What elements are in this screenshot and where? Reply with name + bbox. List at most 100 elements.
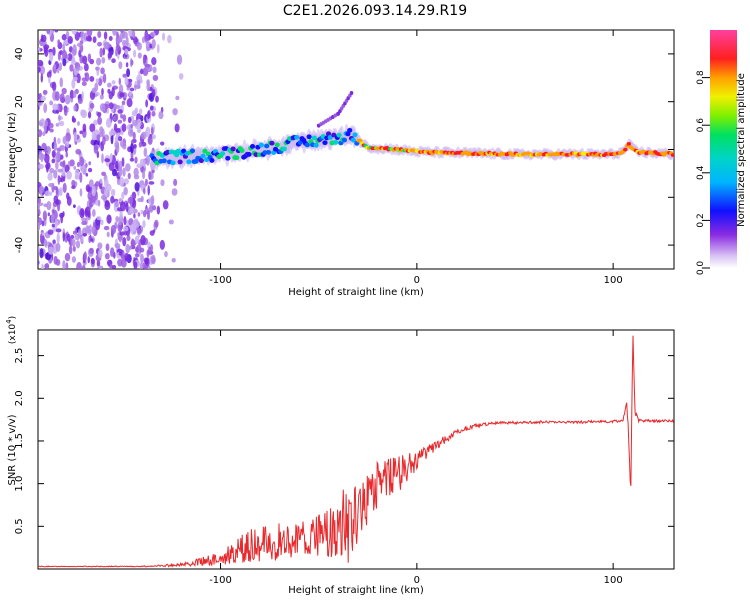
spectrogram-ridge-cell (311, 135, 317, 141)
spectrogram-cell (119, 176, 125, 187)
spectrogram-cell (99, 178, 103, 184)
spectrogram-cell (136, 127, 142, 134)
spectrogram-cell (73, 131, 78, 142)
spectrogram-cell (46, 146, 51, 152)
spectrogram-cell (71, 115, 75, 123)
snr-y-label: SNR (10 * v/v) (7, 414, 18, 485)
spectrogram-cell (59, 145, 64, 149)
spectrogram-cell (51, 150, 56, 158)
spectrogram-cell (120, 30, 124, 34)
spectrogram-cell (95, 57, 102, 66)
spectrogram-cell (46, 126, 51, 131)
spectrogram-cell (150, 254, 156, 265)
spectrogram-cell (130, 59, 134, 66)
spectrogram-cell (125, 243, 131, 254)
spectrogram-cell (97, 249, 103, 258)
spectrogram-cell (46, 30, 51, 35)
spectrogram-cell (128, 30, 132, 37)
spectrogram-cell (51, 223, 56, 228)
spectrogram-cell (139, 158, 146, 166)
spectrogram-cell (123, 226, 129, 232)
spectrogram-cell (133, 49, 137, 58)
spectrogram-cell (127, 116, 132, 124)
spectrogram-cell (92, 209, 96, 217)
spectrogram-cell (173, 178, 178, 187)
spectrogram-cell (71, 78, 76, 89)
spectrogram-ridge-cell (161, 158, 167, 164)
spectrogram-cell (39, 65, 46, 75)
spectrogram-cell (76, 42, 83, 48)
spectrogram-cell (87, 111, 92, 119)
spectrogram-ridge-cell (347, 127, 353, 133)
spectrogram-cell (38, 260, 40, 265)
spectrogram-cell (71, 57, 76, 62)
snr-y-ticks: 0.5 1.0 1.5 2.0 2.5 (14, 348, 674, 534)
spectrogram-cell (164, 251, 168, 258)
spectrogram-cell (73, 165, 77, 170)
spectrogram-cell (117, 109, 123, 114)
spectrogram-cell (144, 31, 149, 43)
spectrogram-cell (63, 107, 68, 116)
spectrogram-cell (104, 252, 110, 260)
spectrogram-branch-cell (349, 91, 354, 96)
spectrogram-cell (66, 233, 71, 242)
spectrogram-cell (136, 163, 143, 169)
y-tick-label: 1.5 (14, 433, 25, 449)
spectrogram-cell (101, 171, 107, 176)
spectrogram-cell (103, 225, 110, 231)
spectrogram-cell (81, 109, 88, 119)
spectrogram-cell (156, 205, 161, 215)
spectrogram-cell (124, 76, 129, 86)
spectrogram-cell (136, 118, 142, 128)
spectrogram-cell (74, 31, 80, 41)
spectrogram-cell (114, 200, 119, 208)
spectrogram-cell (91, 226, 95, 235)
spectrogram-cell (41, 220, 45, 227)
spectrogram-ridge-cell (225, 155, 231, 161)
spectrogram-cell (38, 222, 41, 231)
spectrogram-cell (49, 123, 54, 129)
spectrogram-cell (39, 248, 44, 259)
spectrogram-ridge-cell (200, 153, 206, 159)
spectrogram-cell (90, 257, 95, 265)
spectrogram-cell (148, 170, 152, 181)
spectrogram-cell (77, 121, 80, 126)
spectrogram-cell (115, 143, 120, 154)
spectrogram-cell (49, 167, 55, 174)
spectrogram-cell (97, 41, 103, 47)
spectrogram-cell (125, 36, 129, 47)
spectrogram-cell (56, 150, 61, 161)
spectrogram-cell (122, 31, 128, 39)
spectrogram-cell (76, 73, 81, 84)
spectrogram-cell (46, 71, 52, 79)
spectrogram-cell (62, 160, 66, 168)
spectrogram-cell (111, 80, 116, 85)
spectrogram-cell (81, 220, 87, 226)
spectrogram-ridge-cell (281, 146, 287, 152)
spectrogram-cell (132, 131, 136, 140)
spectrogram-cell (149, 105, 154, 111)
spectrogram-cell (122, 236, 127, 247)
spectrogram-cell (61, 87, 67, 95)
spectrogram-cell (39, 41, 46, 46)
spectrogram-cell (117, 198, 123, 203)
spectrogram-cell (38, 129, 43, 137)
spectrogram-cell (59, 93, 65, 102)
spectrogram-cell (117, 132, 121, 137)
spectrogram-cell (152, 229, 156, 233)
spectrogram-cell (80, 236, 84, 243)
spectrogram-cell (152, 66, 157, 74)
spectrogram-cell (66, 170, 72, 180)
spectrogram-ridge-cell (269, 140, 275, 146)
snr-y-scale-close: ) (8, 316, 18, 320)
spectrogram-cell (72, 230, 78, 235)
spectrogram-cell (135, 244, 142, 255)
spectrogram-x-ticks: -100 0 100 (209, 30, 623, 286)
spectrogram-cell (151, 88, 156, 98)
spectrogram-cell (102, 73, 107, 84)
spectrogram-cell (111, 87, 115, 97)
spectrogram-cell (38, 66, 41, 73)
spectrogram-cell (85, 172, 89, 177)
spectrogram-cell (101, 153, 104, 164)
spectrogram-cell (101, 56, 106, 64)
